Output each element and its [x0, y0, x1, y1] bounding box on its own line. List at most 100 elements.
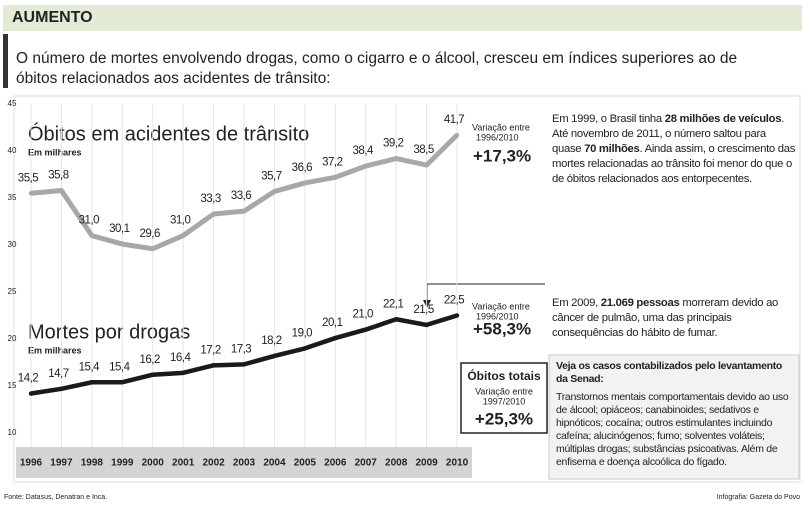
value-label: 16,2: [140, 354, 160, 366]
series-unit: Em milhares: [28, 147, 82, 157]
series-unit: Em milhares: [28, 345, 82, 355]
x-tick-label: 1997: [50, 458, 73, 469]
value-label: 17,2: [200, 344, 220, 356]
value-label: 38,5: [413, 144, 433, 156]
text-run: 28 milhões de veículos: [664, 113, 782, 125]
point: [180, 370, 186, 376]
x-tick-label: 2003: [233, 458, 256, 469]
text-run: 70 milhões: [584, 143, 640, 155]
point: [363, 163, 368, 169]
value-label: 16,4: [170, 352, 191, 364]
point: [211, 363, 216, 368]
y-tick-label: 40: [8, 146, 17, 155]
value-label: 22,5: [444, 295, 464, 307]
change-value: +58,3%: [473, 319, 531, 338]
text-run: Em 1999, o Brasil tinha: [552, 113, 665, 125]
point: [150, 372, 155, 377]
y-tick-label: 45: [8, 99, 17, 108]
x-tick-label: 1996: [20, 458, 43, 469]
value-label: 31,0: [170, 215, 190, 227]
change-note: Variação entre: [472, 301, 530, 311]
value-label: 35,5: [18, 172, 38, 184]
point: [150, 246, 155, 251]
point: [59, 188, 64, 193]
value-label: 41,7: [444, 114, 464, 126]
total-change: +25,3%: [475, 409, 533, 428]
y-tick-label: 30: [8, 240, 17, 249]
x-tick-label: 2009: [415, 458, 438, 469]
value-label: 15,4: [79, 361, 100, 373]
point: [424, 162, 429, 168]
x-axis-band: [16, 447, 472, 478]
value-label: 31,0: [79, 215, 99, 227]
series-title: Mortes por drogas: [28, 321, 190, 343]
total-note: Variação entre: [475, 386, 533, 396]
point: [180, 233, 186, 238]
header-band: [3, 5, 802, 31]
senad-box: [548, 354, 800, 480]
text-run: Em 2009,: [552, 297, 601, 309]
point: [302, 180, 308, 186]
point: [393, 317, 399, 322]
series-title: Óbitos em acidentes de trânsito: [28, 122, 309, 145]
y-tick-label: 15: [8, 381, 17, 390]
senad-title: Veja os casos contabilizados pelo levant…: [556, 360, 783, 385]
point: [302, 346, 308, 351]
value-label: 36,6: [292, 162, 312, 174]
x-tick-label: 2007: [355, 458, 378, 469]
value-label: 35,7: [261, 170, 281, 182]
point: [241, 362, 247, 367]
point: [333, 175, 338, 180]
x-tick-label: 2001: [172, 458, 195, 469]
text-run: morreram devido ao câncer de pulmão, uma…: [552, 297, 779, 339]
point: [393, 156, 399, 161]
point: [454, 313, 460, 318]
point: [272, 189, 277, 194]
value-label: 18,2: [261, 335, 281, 347]
x-tick-label: 1998: [81, 458, 104, 469]
point: [241, 208, 247, 214]
y-tick-label: 10: [8, 428, 17, 437]
header-title: AUMENTO: [12, 9, 93, 26]
frame: [13, 95, 801, 483]
x-tick-label: 2004: [263, 458, 286, 469]
value-label: 37,2: [322, 156, 342, 168]
point: [363, 327, 368, 332]
text-run: . Até novembro de 2011, o número saltou …: [552, 113, 785, 155]
x-tick-label: 2002: [202, 458, 225, 469]
value-label: 17,3: [231, 343, 251, 355]
x-tick-label: 2006: [324, 458, 347, 469]
y-tick-label: 20: [8, 334, 17, 343]
y-tick-label: 25: [8, 287, 17, 296]
change-note: 1996/2010: [476, 132, 519, 142]
change-note: 1996/2010: [476, 311, 519, 321]
senad-body: Transtornos mentais comportamentais devi…: [556, 391, 789, 468]
senad-text: Veja os casos contabilizados pelo levant…: [556, 360, 794, 469]
value-label: 15,4: [109, 361, 130, 373]
x-tick-label: 2005: [294, 458, 317, 469]
x-tick-label: 1999: [111, 458, 134, 469]
point: [89, 233, 95, 238]
value-label: 20,1: [322, 317, 342, 329]
text-block: Em 1999, o Brasil tinha 28 milhões de ve…: [552, 112, 798, 187]
total-title: Óbitos totais: [467, 368, 541, 383]
value-label: 39,2: [383, 138, 403, 150]
value-label: 21,5: [413, 304, 433, 316]
total-note: 1997/2010: [483, 396, 526, 406]
point: [333, 335, 338, 341]
value-label: 35,8: [48, 170, 68, 182]
credit: Infografia: Gazeta do Povo: [717, 494, 800, 501]
point: [120, 380, 125, 385]
point: [211, 211, 216, 217]
subtitle: óbitos relacionados aos acidentes de trâ…: [16, 70, 331, 87]
x-tick-label: 2000: [142, 458, 165, 469]
total-box: [460, 362, 548, 434]
text-block: Em 2009, 21.069 pessoas morreram devido …: [552, 296, 798, 341]
point: [272, 353, 277, 359]
point: [59, 386, 64, 392]
point: [424, 322, 429, 328]
y-tick-label: 35: [8, 193, 17, 202]
value-label: 14,7: [48, 368, 68, 380]
